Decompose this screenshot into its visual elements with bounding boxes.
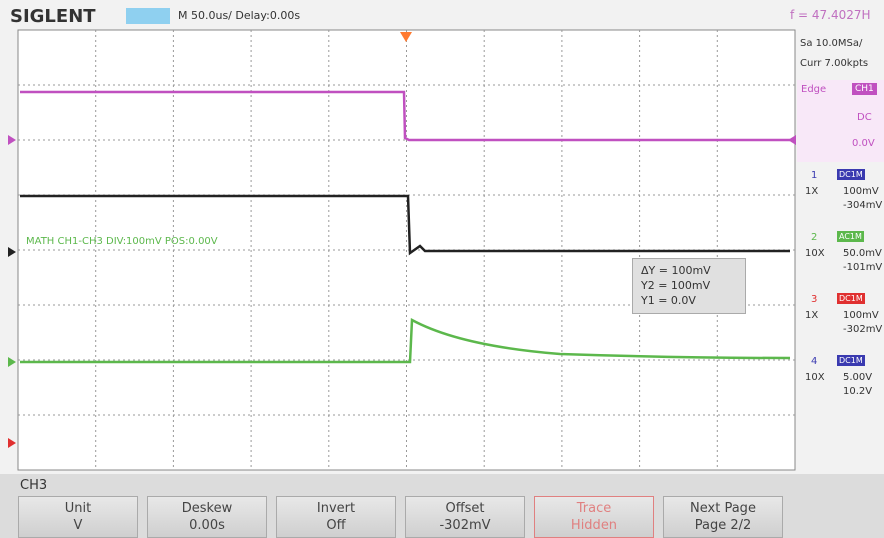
channel-scale: 100mV [843, 186, 879, 197]
frequency: f = 47.4027H [790, 8, 871, 22]
menu-button-value: Hidden [535, 517, 653, 534]
ch1-marker [8, 135, 16, 145]
waveform-area [0, 28, 796, 474]
trigger-level: 0.0V [852, 138, 875, 149]
cursor-y1: Y1 = 0.0V [641, 293, 737, 308]
channel-coupling: DC1M [837, 169, 865, 180]
menu-button-label: Trace [535, 500, 653, 517]
ch4-marker [8, 438, 16, 448]
menu-button-label: Deskew [148, 500, 266, 517]
cursor-delta: ΔY = 100mV [641, 263, 737, 278]
channel-offset: -302mV [843, 324, 882, 335]
timebase: M 50.0us/ Delay:0.00s [178, 9, 300, 22]
menu-button-label: Invert [277, 500, 395, 517]
menu-button-value: Off [277, 517, 395, 534]
channel-coupling: AC1M [837, 231, 864, 242]
channel-number: 1 [811, 170, 817, 181]
sample-rate: Sa 10.0MSa/ [800, 38, 862, 49]
menu-button[interactable]: Offset-302mV [405, 496, 525, 538]
math-label: MATH CH1-CH3 DIV:100mV POS:0.00V [26, 236, 218, 247]
channel-panel: 2 AC1M 10X 50.0mV -101mV [797, 228, 884, 288]
channel-probe: 10X [805, 248, 825, 259]
menu-button-label: Unit [19, 500, 137, 517]
memory-depth: Curr 7.00kpts [800, 58, 868, 69]
channel-number: 3 [811, 294, 817, 305]
menu-button-label: Next Page [664, 500, 782, 517]
menu-button-value: 0.00s [148, 517, 266, 534]
channel-offset: -304mV [843, 200, 882, 211]
trigger-source: CH1 [852, 83, 877, 95]
channel-coupling: DC1M [837, 293, 865, 304]
ch3-marker [8, 247, 16, 257]
channel-panel: 4 DC1M 10X 5.00V 10.2V [797, 352, 884, 412]
menu-button-value: V [19, 517, 137, 534]
run-state [126, 8, 170, 24]
channel-number: 2 [811, 232, 817, 243]
channel-scale: 5.00V [843, 372, 872, 383]
menu-button-value: -302mV [406, 517, 524, 534]
cursor-y2: Y2 = 100mV [641, 278, 737, 293]
channel-panel: 1 DC1M 1X 100mV -304mV [797, 166, 884, 226]
menu-title: CH3 [20, 478, 47, 493]
channel-probe: 1X [805, 186, 818, 197]
menu-button-label: Offset [406, 500, 524, 517]
channel-probe: 1X [805, 310, 818, 321]
trigger-type: Edge [801, 84, 826, 95]
math-marker [8, 357, 16, 367]
scope-screen: SIGLENT M 50.0us/ Delay:0.00s f = 47.402… [0, 0, 884, 538]
channel-scale: 50.0mV [843, 248, 882, 259]
channel-panel: 3 DC1M 1X 100mV -302mV [797, 290, 884, 350]
channel-coupling: DC1M [837, 355, 865, 366]
channel-offset: 10.2V [843, 386, 872, 397]
channel-offset: -101mV [843, 262, 882, 273]
channel-number: 4 [811, 356, 817, 367]
channel-scale: 100mV [843, 310, 879, 321]
channel-probe: 10X [805, 372, 825, 383]
cursor-box: ΔY = 100mV Y2 = 100mV Y1 = 0.0V [632, 258, 746, 314]
brand: SIGLENT [10, 6, 96, 27]
menu-button-value: Page 2/2 [664, 517, 782, 534]
trigger-panel: Edge CH1 DC 0.0V [797, 80, 884, 162]
trigger-coupling: DC [857, 112, 872, 123]
